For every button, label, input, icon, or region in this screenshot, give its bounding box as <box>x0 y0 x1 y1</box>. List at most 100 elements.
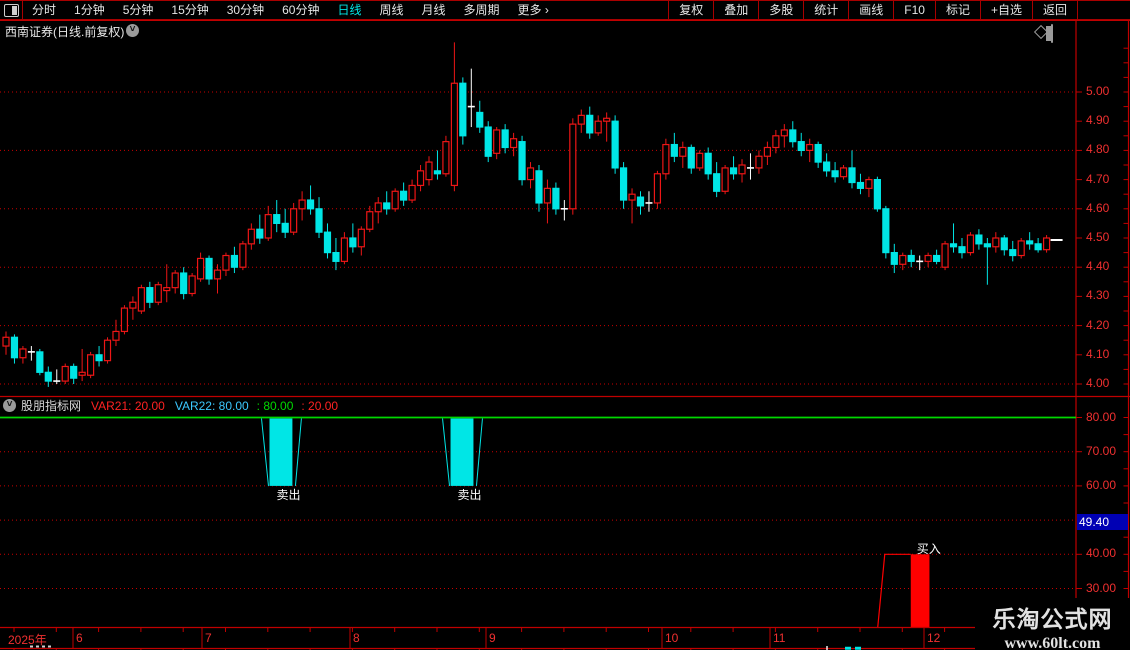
candle-body <box>78 371 86 376</box>
candle-body <box>653 173 662 204</box>
candle-body <box>721 167 729 192</box>
candle-body <box>239 243 247 268</box>
candle-body <box>450 82 458 187</box>
candle-body <box>543 187 552 204</box>
indicator-label-80.00: 80.00 <box>1086 409 1117 424</box>
menu-item-画线[interactable]: 画线 <box>848 1 893 19</box>
menu-item-F10[interactable]: F10 <box>893 1 935 19</box>
price-label-4.90: 4.90 <box>1086 113 1110 128</box>
candle-body <box>873 179 881 210</box>
price-label-4.50: 4.50 <box>1086 230 1110 244</box>
candle-body <box>315 208 323 233</box>
candle-body <box>899 254 907 265</box>
candle-body <box>636 196 645 207</box>
candle-body <box>425 161 433 181</box>
candle-body <box>349 237 357 248</box>
menu-item-15分钟[interactable]: 15分钟 <box>171 3 209 17</box>
candle-body <box>510 138 518 149</box>
candle-body <box>2 336 10 347</box>
menu-item-月线[interactable]: 月线 <box>421 3 446 17</box>
watermark: 乐淘公式网 www.60lt.com <box>975 598 1130 650</box>
sell-signal-outline <box>294 418 302 486</box>
candle-body <box>586 114 594 134</box>
candle-body <box>797 141 805 151</box>
candle-body <box>196 257 205 280</box>
menu-item-分时[interactable]: 分时 <box>32 3 57 17</box>
price-label-4.80: 4.80 <box>1086 142 1110 157</box>
candle-body <box>36 351 44 373</box>
candle-body <box>839 167 848 178</box>
candle-body <box>983 243 991 248</box>
chart-title: 西南证券(日线.前复权) <box>5 25 125 39</box>
candle-body <box>357 228 365 248</box>
candle-body <box>975 234 983 245</box>
candle-body <box>823 161 831 172</box>
sell-signal-bar <box>269 418 293 486</box>
menu-item-标记[interactable]: 标记 <box>934 1 980 19</box>
menu-item-30分钟[interactable]: 30分钟 <box>226 3 265 17</box>
price-label-4.10: 4.10 <box>1086 346 1110 361</box>
candle-body <box>230 254 239 268</box>
candle-body <box>400 190 408 201</box>
candle-body <box>408 184 416 201</box>
period-menu: 分时 1分钟 5分钟 15分钟 30分钟 60分钟 日线 周线 月线 多周期 更多 › <box>23 1 558 19</box>
sell-label: 卖出 <box>457 488 482 503</box>
candle-body <box>1009 249 1017 257</box>
menu-item-60分钟[interactable]: 60分钟 <box>282 3 320 17</box>
menu-item-1分钟[interactable]: 1分钟 <box>74 3 105 17</box>
candle-body <box>95 354 103 362</box>
month-label-7: 7 <box>205 631 212 645</box>
menu-item-+自选[interactable]: +自选 <box>979 1 1032 19</box>
menu-item-周线[interactable]: 周线 <box>379 3 404 17</box>
menu-item-多周期[interactable]: 多周期 <box>463 3 500 17</box>
candle-body <box>298 199 306 210</box>
indicator-label-60.00: 60.00 <box>1086 477 1117 492</box>
price-label-4.70: 4.70 <box>1086 171 1110 186</box>
menu-item-统计[interactable]: 统计 <box>803 1 848 19</box>
candle-body <box>628 193 636 201</box>
price-label-4.00: 4.00 <box>1086 376 1110 390</box>
menu-item-多股[interactable]: 多股 <box>758 1 803 19</box>
price-label-4.40: 4.40 <box>1086 259 1110 274</box>
title-dropdown-icon[interactable]: ˅ <box>126 24 139 37</box>
candle-body <box>323 231 332 254</box>
candle-body <box>679 146 687 157</box>
month-label-11: 11 <box>773 631 786 645</box>
price-label-4.60: 4.60 <box>1086 200 1110 215</box>
candle-body <box>433 170 442 175</box>
candle-body <box>222 254 230 271</box>
price-label-5.00: 5.00 <box>1086 84 1110 98</box>
candle-body <box>10 336 19 359</box>
candle-body <box>687 146 695 169</box>
candle-body <box>907 254 915 262</box>
indicator-value-red: : 20.00 <box>301 398 339 413</box>
candle-body <box>264 214 272 239</box>
candle-body <box>146 287 154 303</box>
indicator-value-marker: 49.40 <box>1077 513 1128 530</box>
candle-body <box>493 129 501 154</box>
candle-body <box>112 330 120 341</box>
candle-body <box>163 287 171 292</box>
candle-body <box>273 214 281 224</box>
app-icon[interactable] <box>0 1 23 19</box>
candle-body <box>611 120 619 169</box>
menu-item-5分钟[interactable]: 5分钟 <box>122 3 154 17</box>
menu-item-复权[interactable]: 复权 <box>668 1 713 19</box>
candle-body <box>865 179 873 189</box>
menu-item-叠加[interactable]: 叠加 <box>713 1 758 19</box>
candle-body <box>416 170 425 187</box>
split-window-icon <box>3 3 19 17</box>
candle-body <box>137 287 145 312</box>
candle-body <box>526 167 535 181</box>
indicator-dropdown-icon[interactable]: ˅ <box>3 399 16 412</box>
candle-body <box>247 228 255 245</box>
candle-body <box>569 123 577 210</box>
menu-item-更多 ›[interactable]: 更多 › <box>517 3 549 17</box>
menu-item-日线[interactable]: 日线 <box>337 3 362 17</box>
sell-signal-bar <box>450 418 474 486</box>
menu-item-返回[interactable]: 返回 <box>1031 1 1078 19</box>
month-label-10: 10 <box>665 631 679 645</box>
candle-body <box>949 243 958 248</box>
